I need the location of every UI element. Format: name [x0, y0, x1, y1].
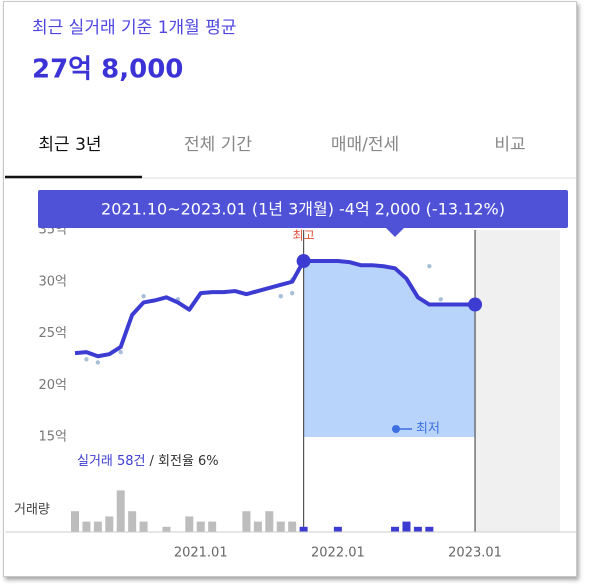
selection-point: [468, 297, 483, 312]
turnover: / 회전율 6%: [150, 454, 219, 469]
subtitle: 최근 실거래 기준 1개월 평균: [32, 18, 236, 38]
trade-dot: [427, 264, 432, 269]
future-band: [475, 230, 560, 532]
trade-dot: [95, 360, 101, 365]
volume-bar: [299, 526, 308, 532]
volume-label: 거래량: [14, 503, 50, 518]
low-legend-dot: [392, 425, 400, 433]
y-tick-label: 25억: [38, 326, 67, 341]
trade-dot: [84, 357, 89, 362]
tab[interactable]: 비교: [494, 135, 525, 155]
price-line: [74, 259, 476, 359]
trade-summary: 실거래 58건 / 회전율 6%: [77, 454, 219, 469]
y-tick-label: 15억: [38, 430, 67, 445]
volume-bar: [128, 511, 137, 532]
trade-dot: [118, 349, 123, 355]
trade-dot: [278, 294, 283, 299]
volume-bar: [71, 511, 79, 532]
x-tick-label: 2023.01: [448, 546, 502, 561]
volume-bar: [162, 526, 171, 532]
x-tick-label: 2022.01: [311, 546, 365, 561]
volume-bar: [253, 521, 262, 532]
selection-area: [303, 261, 476, 437]
y-tick-label: 20억: [38, 378, 67, 393]
trade-dot: [141, 294, 146, 299]
volume-bar: [116, 490, 125, 532]
volume-bar: [276, 521, 285, 532]
volume-bar: [105, 516, 114, 532]
volume-bar: [288, 521, 297, 532]
y-tick-label: 30억: [38, 274, 67, 289]
volume-bar: [93, 521, 102, 532]
volume-bar: [139, 521, 148, 532]
volume-bar: [242, 511, 251, 532]
volume-bar: [196, 521, 205, 532]
tab[interactable]: 전체 기간: [184, 135, 252, 155]
high-label: 최고: [293, 229, 315, 243]
volume-bar: [391, 526, 400, 532]
trade-dot: [438, 297, 443, 302]
price: 27억 8,000: [32, 55, 183, 85]
volume-bar: [402, 521, 411, 532]
tab[interactable]: 매매/전세: [331, 135, 399, 155]
trade-count: 실거래 58건: [77, 454, 146, 469]
low-label: 최저: [416, 422, 440, 437]
tooltip-box: [38, 190, 568, 228]
volume-bar: [185, 516, 194, 532]
tooltip-arrow: [386, 228, 404, 237]
volume-bar: [82, 521, 91, 532]
volume-bar: [333, 526, 342, 532]
volume-bar: [265, 511, 274, 532]
volume-bar: [413, 526, 422, 532]
x-tick-label: 2021.01: [174, 546, 228, 561]
tooltip-text: 2021.10~2023.01 (1년 3개월) -4억 2,000 (-13.…: [101, 200, 505, 219]
volume-bar: [425, 526, 434, 532]
tab[interactable]: 최근 3년: [38, 135, 101, 155]
volume-bar: [208, 521, 217, 532]
trade-dot: [289, 290, 295, 296]
selection-point: [296, 254, 311, 269]
